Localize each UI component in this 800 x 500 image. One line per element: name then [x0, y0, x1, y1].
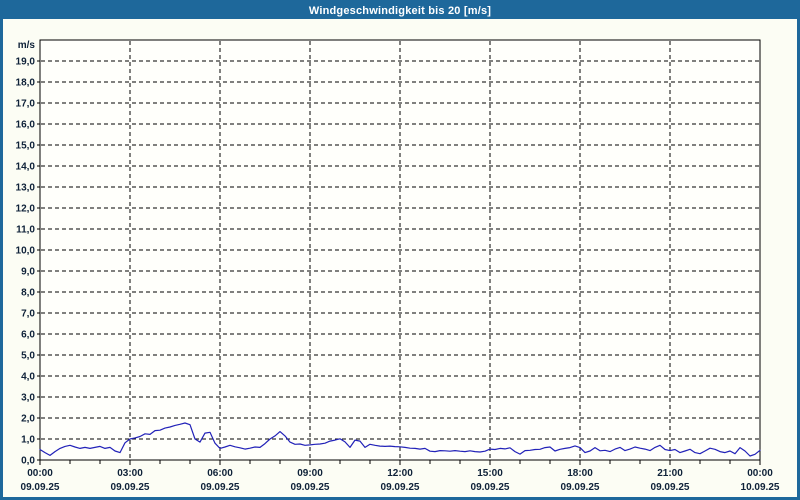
x-axis-time-label: 21:00 [657, 468, 683, 479]
wind-speed-chart: 0,0 1,0 2,0 3,0 4,0 5,0 6,0 7,0 8,0 9,0 10,0 11,0 12… [16, 39, 780, 493]
x-axis-date-label: 09.09.25 [651, 482, 690, 493]
x-axis-time-label: 00:00 [27, 468, 53, 479]
y-axis-tick-label: 7,0 [21, 309, 35, 320]
x-axis-time-label: 00:00 [747, 468, 773, 479]
y-axis-tick-label: 3,0 [21, 393, 35, 404]
y-axis-tick-label: 6,0 [21, 330, 35, 341]
x-axis-date-label: 09.09.25 [561, 482, 600, 493]
x-axis-date-label: 09.09.25 [291, 482, 330, 493]
x-axis-date-label: 09.09.25 [471, 482, 510, 493]
y-axis-tick-label: 10,0 [16, 246, 36, 257]
x-axis-time-label: 18:00 [567, 468, 593, 479]
y-axis-tick-label: 2,0 [21, 414, 35, 425]
chart-title-bar: Windgeschwindigkeit bis 20 [m/s] [3, 3, 797, 19]
x-axis-date-label: 09.09.25 [21, 482, 60, 493]
y-axis-tick-label: 0,0 [21, 456, 35, 467]
x-axis-time-label: 06:00 [207, 468, 233, 479]
x-axis-time-label: 03:00 [117, 468, 143, 479]
y-axis-tick-label: 11,0 [16, 225, 35, 236]
y-axis-unit-label: m/s [18, 40, 36, 51]
y-axis-tick-label: 1,0 [21, 435, 35, 446]
y-axis-tick-label: 16,0 [16, 120, 36, 131]
y-axis-tick-label: 19,0 [16, 57, 36, 68]
x-axis-date-label: 09.09.25 [201, 482, 240, 493]
y-axis-tick-label: 14,0 [16, 162, 36, 173]
y-axis-tick-label: 18,0 [16, 78, 36, 89]
y-axis-tick-label: 17,0 [16, 99, 36, 110]
x-axis-date-label: 10.09.25 [741, 482, 780, 493]
y-axis-tick-label: 12,0 [16, 204, 36, 215]
y-axis-tick-label: 5,0 [21, 351, 35, 362]
y-axis-tick-label: 9,0 [21, 267, 35, 278]
y-axis-tick-label: 4,0 [21, 372, 35, 383]
y-axis-tick-label: 8,0 [21, 288, 35, 299]
x-axis-time-label: 12:00 [387, 468, 413, 479]
chart-title: Windgeschwindigkeit bis 20 [m/s] [308, 5, 492, 17]
x-axis-time-label: 09:00 [297, 468, 323, 479]
wind-speed-series-line [39, 422, 761, 457]
y-axis-tick-label: 15,0 [16, 141, 36, 152]
y-axis-tick-label: 13,0 [16, 183, 36, 194]
x-axis-date-label: 09.09.25 [111, 482, 150, 493]
x-axis-date-label: 09.09.25 [381, 482, 420, 493]
x-axis-time-label: 15:00 [477, 468, 503, 479]
